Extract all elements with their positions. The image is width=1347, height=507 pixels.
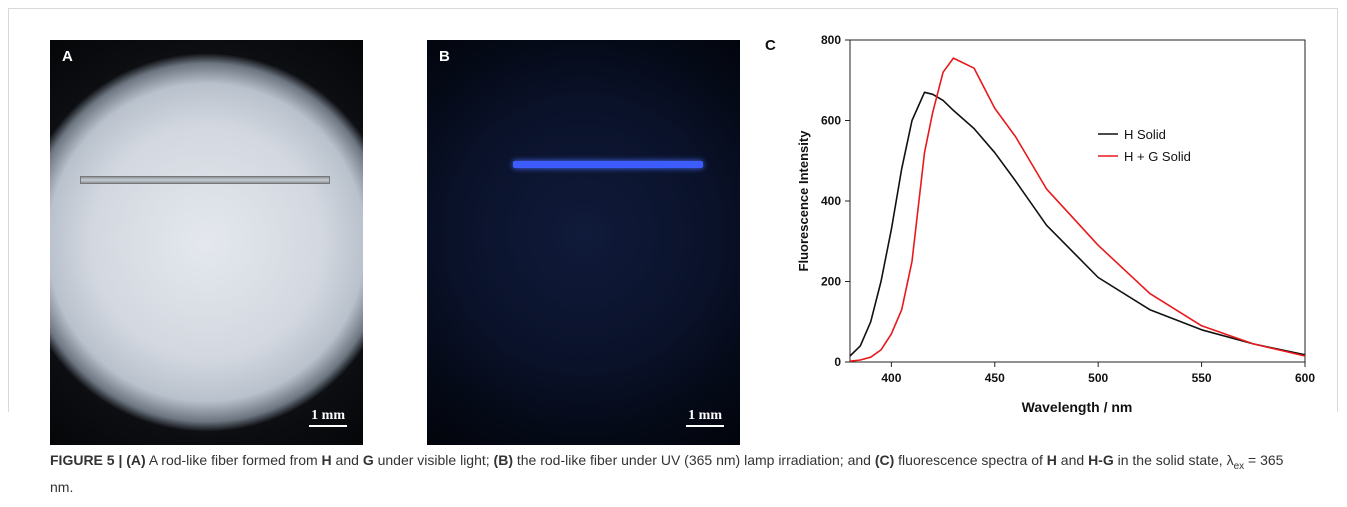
y-axis-label: Fluorescence Intensity <box>796 130 811 272</box>
fiber <box>513 161 703 168</box>
y-tick-label: 400 <box>821 194 841 208</box>
caption-segment: and <box>1056 452 1089 468</box>
caption-segment: A rod-like fiber formed from <box>145 452 322 468</box>
x-axis-label: Wavelength / nm <box>1022 399 1133 415</box>
caption-segment: fluorescence spectra of <box>894 452 1047 468</box>
scale-bar: 1 mm <box>686 408 724 427</box>
photo-visible-light: A 1 mm <box>50 40 363 445</box>
caption-segment: in the solid state, λ <box>1113 452 1234 468</box>
caption-segment: and <box>331 452 363 468</box>
caption-segment: the rod-like fiber under UV (365 nm) lam… <box>512 452 875 468</box>
caption-segment: under visible light; <box>373 452 494 468</box>
panel-label: A <box>62 48 73 65</box>
series-line <box>849 57 1306 362</box>
x-tick-label: 400 <box>881 371 901 385</box>
x-tick-label: 550 <box>1192 371 1212 385</box>
caption-segment: FIGURE 5 | (A) <box>50 452 146 468</box>
caption-segment: G <box>362 452 374 468</box>
series-line <box>849 91 1306 357</box>
x-tick-label: 450 <box>985 371 1005 385</box>
fiber <box>80 176 330 184</box>
caption-segment: H <box>321 452 332 468</box>
caption-segment: ex <box>1233 460 1245 472</box>
caption-segment: (B) <box>493 452 513 468</box>
caption-segment: H <box>1046 452 1057 468</box>
caption: FIGURE 5 | (A) A rod-like fiber formed f… <box>50 450 1300 497</box>
x-tick-label: 600 <box>1295 371 1315 385</box>
y-tick-label: 600 <box>821 114 841 128</box>
figure-frame <box>8 8 1338 412</box>
y-tick-label: 0 <box>834 355 841 369</box>
photo-uv-light: B 1 mm <box>427 40 740 445</box>
caption-segment: = 365 nm. <box>50 452 1288 495</box>
y-tick-label: 800 <box>821 33 841 47</box>
caption-segment: (C) <box>874 452 895 468</box>
panel-label: B <box>439 48 450 65</box>
legend-label: H + G Solid <box>1124 149 1191 164</box>
y-tick-label: 200 <box>821 275 841 289</box>
x-tick-label: 500 <box>1088 371 1108 385</box>
scale-bar: 1 mm <box>309 408 347 427</box>
chart: C Wavelength / nm Fluorescence Intensity… <box>765 33 1315 415</box>
panel-label: C <box>765 37 776 54</box>
caption-segment: H-G <box>1088 452 1114 468</box>
legend-label: H Solid <box>1124 127 1166 142</box>
